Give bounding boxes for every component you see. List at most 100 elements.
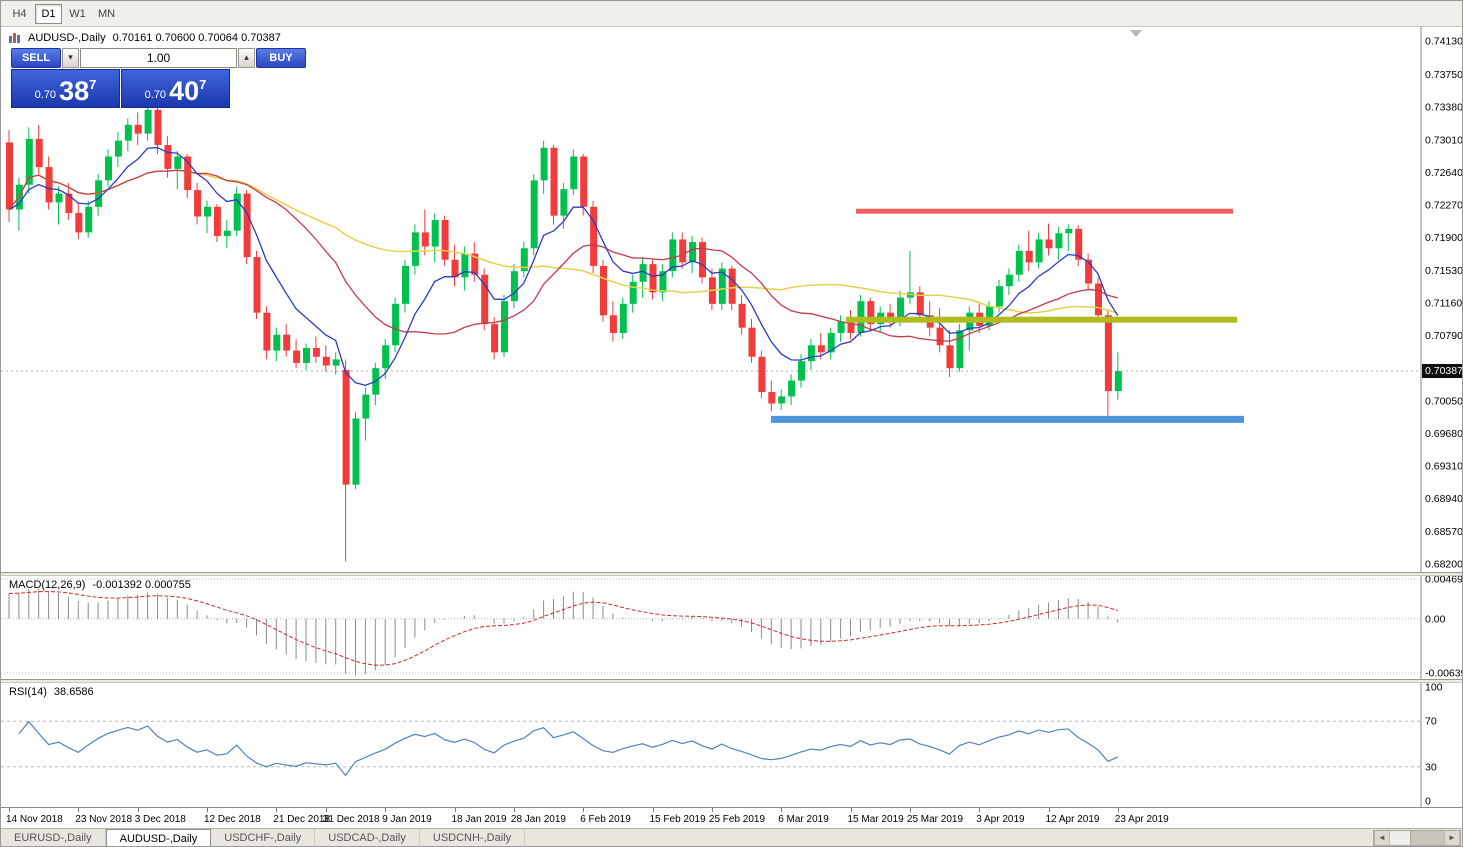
timeframe-button-w1[interactable]: W1: [69, 7, 86, 20]
tab-usdchf-daily[interactable]: USDCHF-,Daily: [211, 829, 316, 846]
timeframe-button-d1[interactable]: D1: [35, 3, 62, 24]
tab-usdcnh-daily[interactable]: USDCNH-,Daily: [420, 829, 526, 846]
price-axis[interactable]: [1421, 27, 1462, 807]
tab-eurusd-daily[interactable]: EURUSD-,Daily: [1, 829, 106, 846]
svg-text:0: 0: [1425, 796, 1431, 808]
date-label: 12 Apr 2019: [1045, 814, 1100, 825]
chart-icon: [9, 33, 21, 43]
scrollbar-track[interactable]: [1390, 831, 1444, 845]
chart-header: AUDUSD-,Daily 0.70161 0.70600 0.70064 0.…: [9, 32, 281, 44]
date-label: 28 Jan 2019: [510, 814, 566, 825]
svg-text:0.68570: 0.68570: [1425, 526, 1463, 538]
date-label: 3 Dec 2018: [134, 814, 186, 825]
volume-decrease-button[interactable]: ▾: [62, 48, 79, 68]
rsi-indicator-label: RSI(14) 38.6586: [9, 686, 94, 698]
chart-ohlc-values: 0.70161 0.70600 0.70064 0.70387: [112, 32, 281, 44]
time-tick: [276, 808, 278, 812]
date-label: 12 Dec 2018: [204, 814, 261, 825]
spin-up-icon: ▴: [244, 52, 249, 62]
rsi-name: RSI(14): [9, 686, 47, 698]
volume-input[interactable]: [80, 48, 237, 68]
svg-text:0.73010: 0.73010: [1425, 134, 1463, 146]
macd-values: -0.001392 0.000755: [92, 579, 191, 591]
mid-line: [846, 316, 1237, 323]
horizontal-scrollbar[interactable]: ◄ ►: [1373, 830, 1461, 846]
timeframe-toolbar: H4 D1 W1 MN: [1, 1, 1462, 27]
date-label: 21 Dec 2018: [273, 814, 331, 825]
svg-text:0.73380: 0.73380: [1425, 102, 1463, 114]
buy-price-display[interactable]: 0.70 40 7: [121, 69, 230, 108]
time-tick: [9, 808, 10, 812]
rsi-value: 38.6586: [53, 686, 94, 698]
tab-audusd-daily[interactable]: AUDUSD-,Daily: [105, 829, 212, 846]
current-price-tag: 0.70387: [1422, 364, 1462, 378]
date-label: 9 Jan 2019: [382, 814, 432, 825]
tab-usdcad-daily[interactable]: USDCAD-,Daily: [315, 829, 420, 846]
time-tick: [909, 808, 911, 812]
time-tick: [583, 808, 585, 812]
svg-text:0.70050: 0.70050: [1425, 395, 1463, 407]
svg-text:0.69680: 0.69680: [1425, 428, 1463, 440]
buy-price-sup: 7: [199, 77, 207, 92]
rsi-chart-canvas[interactable]: 100 70 30 0: [1, 683, 1463, 807]
svg-text:30: 30: [1425, 761, 1437, 773]
spin-down-icon: ▾: [68, 52, 73, 62]
svg-text:0.68940: 0.68940: [1425, 493, 1463, 505]
chart-shift-marker: [1130, 30, 1142, 37]
sell-price-prefix: 0.70: [34, 89, 57, 101]
timeframe-button-h4[interactable]: H4: [12, 7, 27, 20]
macd-name: MACD(12,26,9): [9, 579, 86, 591]
sell-price-display[interactable]: 0.70 38 7: [11, 69, 120, 108]
buy-button[interactable]: BUY: [256, 48, 306, 68]
time-tick: [711, 808, 713, 812]
date-label: 6 Feb 2019: [580, 814, 631, 825]
time-tick: [850, 808, 852, 812]
buy-price-prefix: 0.70: [144, 89, 167, 101]
support-line: [771, 415, 1244, 423]
buy-price-big: 40: [169, 76, 200, 106]
svg-text:0.73750: 0.73750: [1425, 69, 1463, 81]
resistance-line: [856, 208, 1233, 214]
time-tick: [325, 808, 327, 812]
date-label: 31 Dec 2018: [322, 814, 380, 825]
panel-divider[interactable]: [1, 679, 1462, 683]
svg-text:-0.00639: -0.00639: [1425, 668, 1463, 680]
time-tick: [781, 808, 783, 812]
one-click-trading-panel: SELL ▾ ▴ BUY 0.70 38 7 0.70 40 7: [11, 48, 306, 108]
svg-text:0.00: 0.00: [1425, 613, 1446, 625]
time-axis[interactable]: 14 Nov 2018 23 Nov 2018 3 Dec 2018 12 Dec 2…: [1, 807, 1462, 828]
svg-text:0.71530: 0.71530: [1425, 265, 1463, 277]
scrollbar-thumb[interactable]: [1410, 831, 1444, 845]
scroll-right-icon: ►: [1448, 833, 1456, 842]
date-label: 6 Mar 2019: [778, 814, 829, 825]
time-tick: [454, 808, 456, 812]
chart-tab-bar: EURUSD-,Daily AUDUSD-,Daily USDCHF-,Daily U…: [1, 828, 1462, 846]
sell-price-sup: 7: [89, 77, 97, 92]
timeframe-button-mn[interactable]: MN: [97, 7, 116, 20]
macd-chart-canvas[interactable]: 0.004694 0.00 -0.00639: [1, 576, 1463, 679]
time-tick: [207, 808, 208, 812]
svg-text:70: 70: [1425, 716, 1437, 728]
price-chart-canvas[interactable]: 0.74130 0.73750 0.73380 0.73010 0.72640 0.722…: [1, 27, 1463, 572]
chart-title: AUDUSD-,Daily: [28, 32, 106, 44]
date-label: 25 Mar 2019: [906, 814, 964, 825]
scroll-right-button[interactable]: ►: [1444, 831, 1460, 845]
time-tick: [1117, 808, 1119, 812]
panel-divider[interactable]: [1, 572, 1462, 576]
svg-text:0.70790: 0.70790: [1425, 330, 1463, 342]
svg-text:0.72270: 0.72270: [1425, 200, 1463, 212]
scroll-left-button[interactable]: ◄: [1374, 831, 1390, 845]
svg-text:0.71160: 0.71160: [1425, 297, 1462, 309]
macd-indicator-label: MACD(12,26,9) -0.001392 0.000755: [9, 579, 191, 591]
date-label: 15 Feb 2019: [649, 814, 706, 825]
volume-increase-button[interactable]: ▴: [238, 48, 255, 68]
date-label: 23 Apr 2019: [1114, 814, 1169, 825]
sell-button[interactable]: SELL: [11, 48, 61, 68]
date-label: 23 Nov 2018: [75, 814, 133, 825]
time-tick: [385, 808, 387, 812]
svg-text:0.74130: 0.74130: [1425, 36, 1463, 48]
svg-text:0.71900: 0.71900: [1425, 232, 1463, 244]
scroll-left-icon: ◄: [1378, 833, 1386, 842]
svg-text:0.004694: 0.004694: [1425, 576, 1463, 586]
svg-text:0.69310: 0.69310: [1425, 461, 1463, 473]
